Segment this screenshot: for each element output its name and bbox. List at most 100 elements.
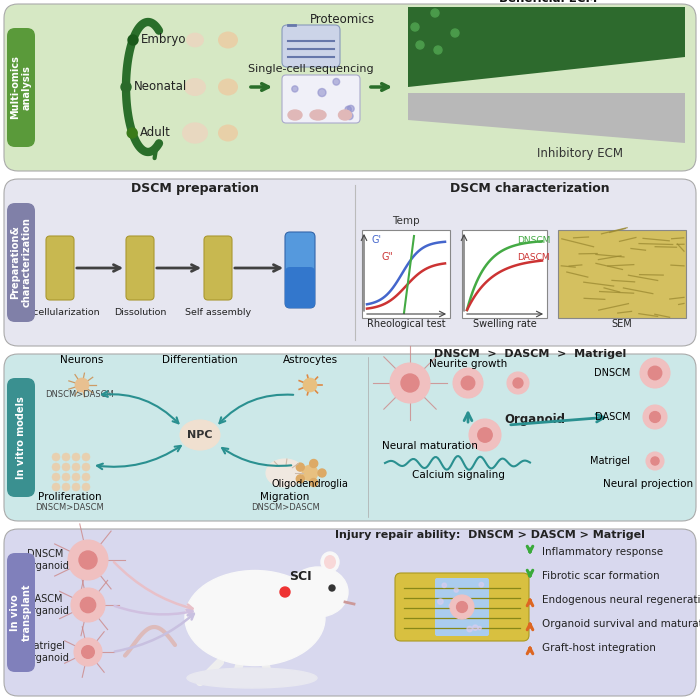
Circle shape [513,378,523,388]
Circle shape [303,378,317,392]
Circle shape [302,465,318,481]
Text: Temp: Temp [392,216,420,226]
Ellipse shape [186,33,204,48]
Text: DSCM preparation: DSCM preparation [131,182,259,195]
FancyBboxPatch shape [4,179,696,346]
Circle shape [346,113,353,120]
Circle shape [456,601,468,612]
Text: Matrigel
/Organoid: Matrigel /Organoid [21,641,69,663]
FancyBboxPatch shape [362,230,450,318]
Circle shape [52,483,60,491]
Text: DNSCM>DASCM: DNSCM>DASCM [46,390,114,399]
FancyBboxPatch shape [395,573,529,641]
Circle shape [127,128,137,138]
Circle shape [401,374,419,392]
Text: Endogenous neural regeneration: Endogenous neural regeneration [542,595,700,605]
Circle shape [62,483,70,491]
Text: NPC: NPC [188,430,213,440]
Circle shape [416,41,424,49]
Circle shape [318,88,326,97]
FancyBboxPatch shape [7,28,35,147]
Circle shape [75,378,89,392]
Circle shape [62,463,70,471]
Ellipse shape [218,125,238,141]
Text: Graft-host integration: Graft-host integration [542,643,656,653]
Text: Injury repair ability:  DNSCM > DASCM > Matrigel: Injury repair ability: DNSCM > DASCM > M… [335,530,645,540]
Ellipse shape [187,668,317,688]
Circle shape [72,483,80,491]
Circle shape [478,626,482,630]
FancyBboxPatch shape [285,267,315,308]
Text: Proteomics: Proteomics [309,13,374,26]
Circle shape [650,412,660,422]
Text: G": G" [382,252,394,262]
FancyBboxPatch shape [282,75,360,123]
Circle shape [309,479,318,486]
FancyBboxPatch shape [282,25,340,67]
Circle shape [280,587,290,597]
Text: Rheological test: Rheological test [367,319,445,329]
Text: DASCM
/Organoid: DASCM /Organoid [21,594,69,616]
Text: Preparation&
characterization: Preparation& characterization [10,218,32,307]
Circle shape [469,419,501,451]
Circle shape [72,473,80,481]
Text: Neural maturation: Neural maturation [382,441,478,451]
Text: G': G' [372,235,382,245]
Text: DNSCM>DASCM: DNSCM>DASCM [36,503,104,512]
Text: DNSCM: DNSCM [594,368,630,378]
Circle shape [82,473,90,481]
Circle shape [296,463,304,471]
Ellipse shape [180,420,220,450]
Circle shape [79,551,97,569]
Circle shape [62,453,70,461]
Text: DASCM: DASCM [594,412,630,422]
Circle shape [450,595,474,619]
Text: DNSCM>DASCM: DNSCM>DASCM [251,503,319,512]
Text: Beneficial ECM: Beneficial ECM [499,0,597,5]
Circle shape [434,46,442,54]
Text: Matrigel: Matrigel [590,456,630,466]
Circle shape [640,358,670,388]
FancyBboxPatch shape [4,4,696,171]
Circle shape [296,475,304,483]
Circle shape [442,583,447,587]
FancyBboxPatch shape [46,236,74,300]
Text: Astrocytes: Astrocytes [282,355,337,365]
Circle shape [309,459,318,468]
Circle shape [461,377,475,390]
Text: Inhibitory ECM: Inhibitory ECM [537,147,623,160]
Text: Neurite growth: Neurite growth [429,359,507,369]
Circle shape [431,9,439,17]
Text: Dissolution: Dissolution [114,308,166,317]
Circle shape [52,453,60,461]
Circle shape [390,363,430,403]
FancyBboxPatch shape [4,354,696,521]
Circle shape [438,598,443,604]
Circle shape [74,638,102,666]
Circle shape [507,372,529,394]
FancyBboxPatch shape [126,236,154,300]
Text: Multi-omics
analysis: Multi-omics analysis [10,55,32,120]
Circle shape [312,112,317,118]
Ellipse shape [218,32,238,48]
Circle shape [72,453,80,461]
Ellipse shape [310,110,326,120]
Circle shape [643,405,667,429]
Circle shape [121,82,131,92]
Text: Single-cell sequencing: Single-cell sequencing [248,64,374,74]
Ellipse shape [184,78,206,96]
Circle shape [72,463,80,471]
Text: SEM: SEM [612,319,632,329]
Text: Differentiation: Differentiation [162,355,238,365]
Text: Adult: Adult [140,127,171,139]
Circle shape [52,463,60,471]
Circle shape [478,428,492,442]
Circle shape [454,588,458,592]
Text: Neonatal: Neonatal [134,80,188,94]
Text: Organoid: Organoid [505,413,566,426]
Circle shape [80,597,96,612]
Circle shape [52,473,60,481]
Text: Neural projection: Neural projection [603,479,693,489]
Circle shape [473,625,478,630]
Text: In vivo
transplant: In vivo transplant [10,584,32,641]
